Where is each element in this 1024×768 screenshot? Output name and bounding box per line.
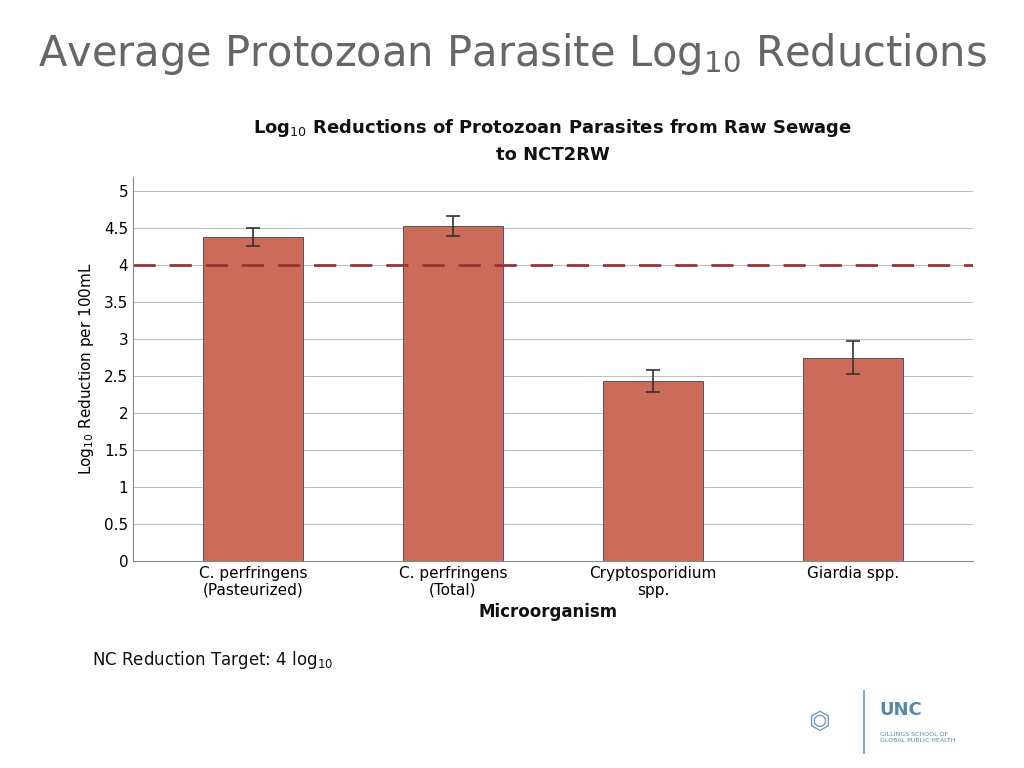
Bar (803, 358, 903, 561)
Text: UNC: UNC (880, 701, 923, 720)
Bar (603, 381, 702, 561)
Text: NC Reduction Target: 4 log$_{10}$: NC Reduction Target: 4 log$_{10}$ (92, 649, 334, 671)
Text: GILLINGS SCHOOL OF
GLOBAL PUBLIC HEALTH: GILLINGS SCHOOL OF GLOBAL PUBLIC HEALTH (880, 732, 955, 743)
Y-axis label: Log$_{10}$ Reduction per 100mL: Log$_{10}$ Reduction per 100mL (77, 262, 95, 475)
Bar (403, 226, 503, 561)
Text: Average Protozoan Parasite Log$_{10}$ Reductions: Average Protozoan Parasite Log$_{10}$ Re… (38, 31, 986, 77)
Bar (203, 237, 303, 561)
Text: ⏣: ⏣ (808, 710, 829, 734)
Text: Microorganism: Microorganism (478, 603, 617, 621)
Title: Log$_{10}$ Reductions of Protozoan Parasites from Raw Sewage
to NCT2RW: Log$_{10}$ Reductions of Protozoan Paras… (253, 117, 853, 164)
